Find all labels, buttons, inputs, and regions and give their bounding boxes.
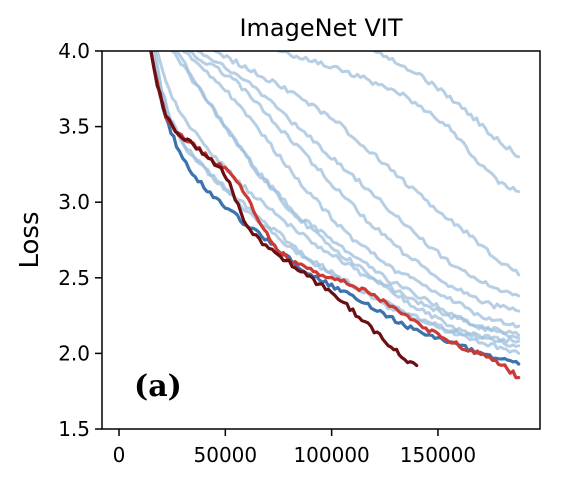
series-line-light-blue (181, 51, 521, 329)
y-tick-label: 1.5 (58, 417, 90, 441)
series-line-light-blue (213, 51, 521, 277)
y-tick-label: 4.0 (58, 39, 90, 63)
x-tick-label: 150000 (400, 443, 476, 467)
x-tick-label: 50000 (194, 443, 258, 467)
series-line-dark-red (149, 51, 419, 368)
y-tick-label: 3.0 (58, 190, 90, 214)
series-line-light-blue (196, 51, 521, 298)
y-tick-label: 2.5 (58, 266, 90, 290)
y-tick-label: 2.0 (58, 341, 90, 365)
series-group (149, 51, 521, 380)
series-line-light-blue (151, 51, 521, 355)
series-line-light-blue (372, 51, 521, 159)
x-tick-label: 0 (113, 443, 126, 467)
panel-label: (a) (134, 369, 182, 404)
y-axis-label: Loss (15, 211, 45, 268)
chart-title: ImageNet VIT (239, 14, 402, 42)
series-line-light-blue (187, 51, 521, 313)
series-line-light-blue (153, 51, 521, 348)
series-line-light-blue (155, 51, 521, 340)
x-tick-label: 100000 (293, 443, 369, 467)
y-axis: 1.5 2.0 2.5 3.0 3.5 4.0 (58, 39, 102, 441)
x-axis: 0 50000 100000 150000 (113, 429, 476, 467)
series-line-light-blue (277, 51, 521, 194)
plot-frame (101, 50, 541, 430)
y-tick-label: 3.5 (58, 115, 90, 139)
